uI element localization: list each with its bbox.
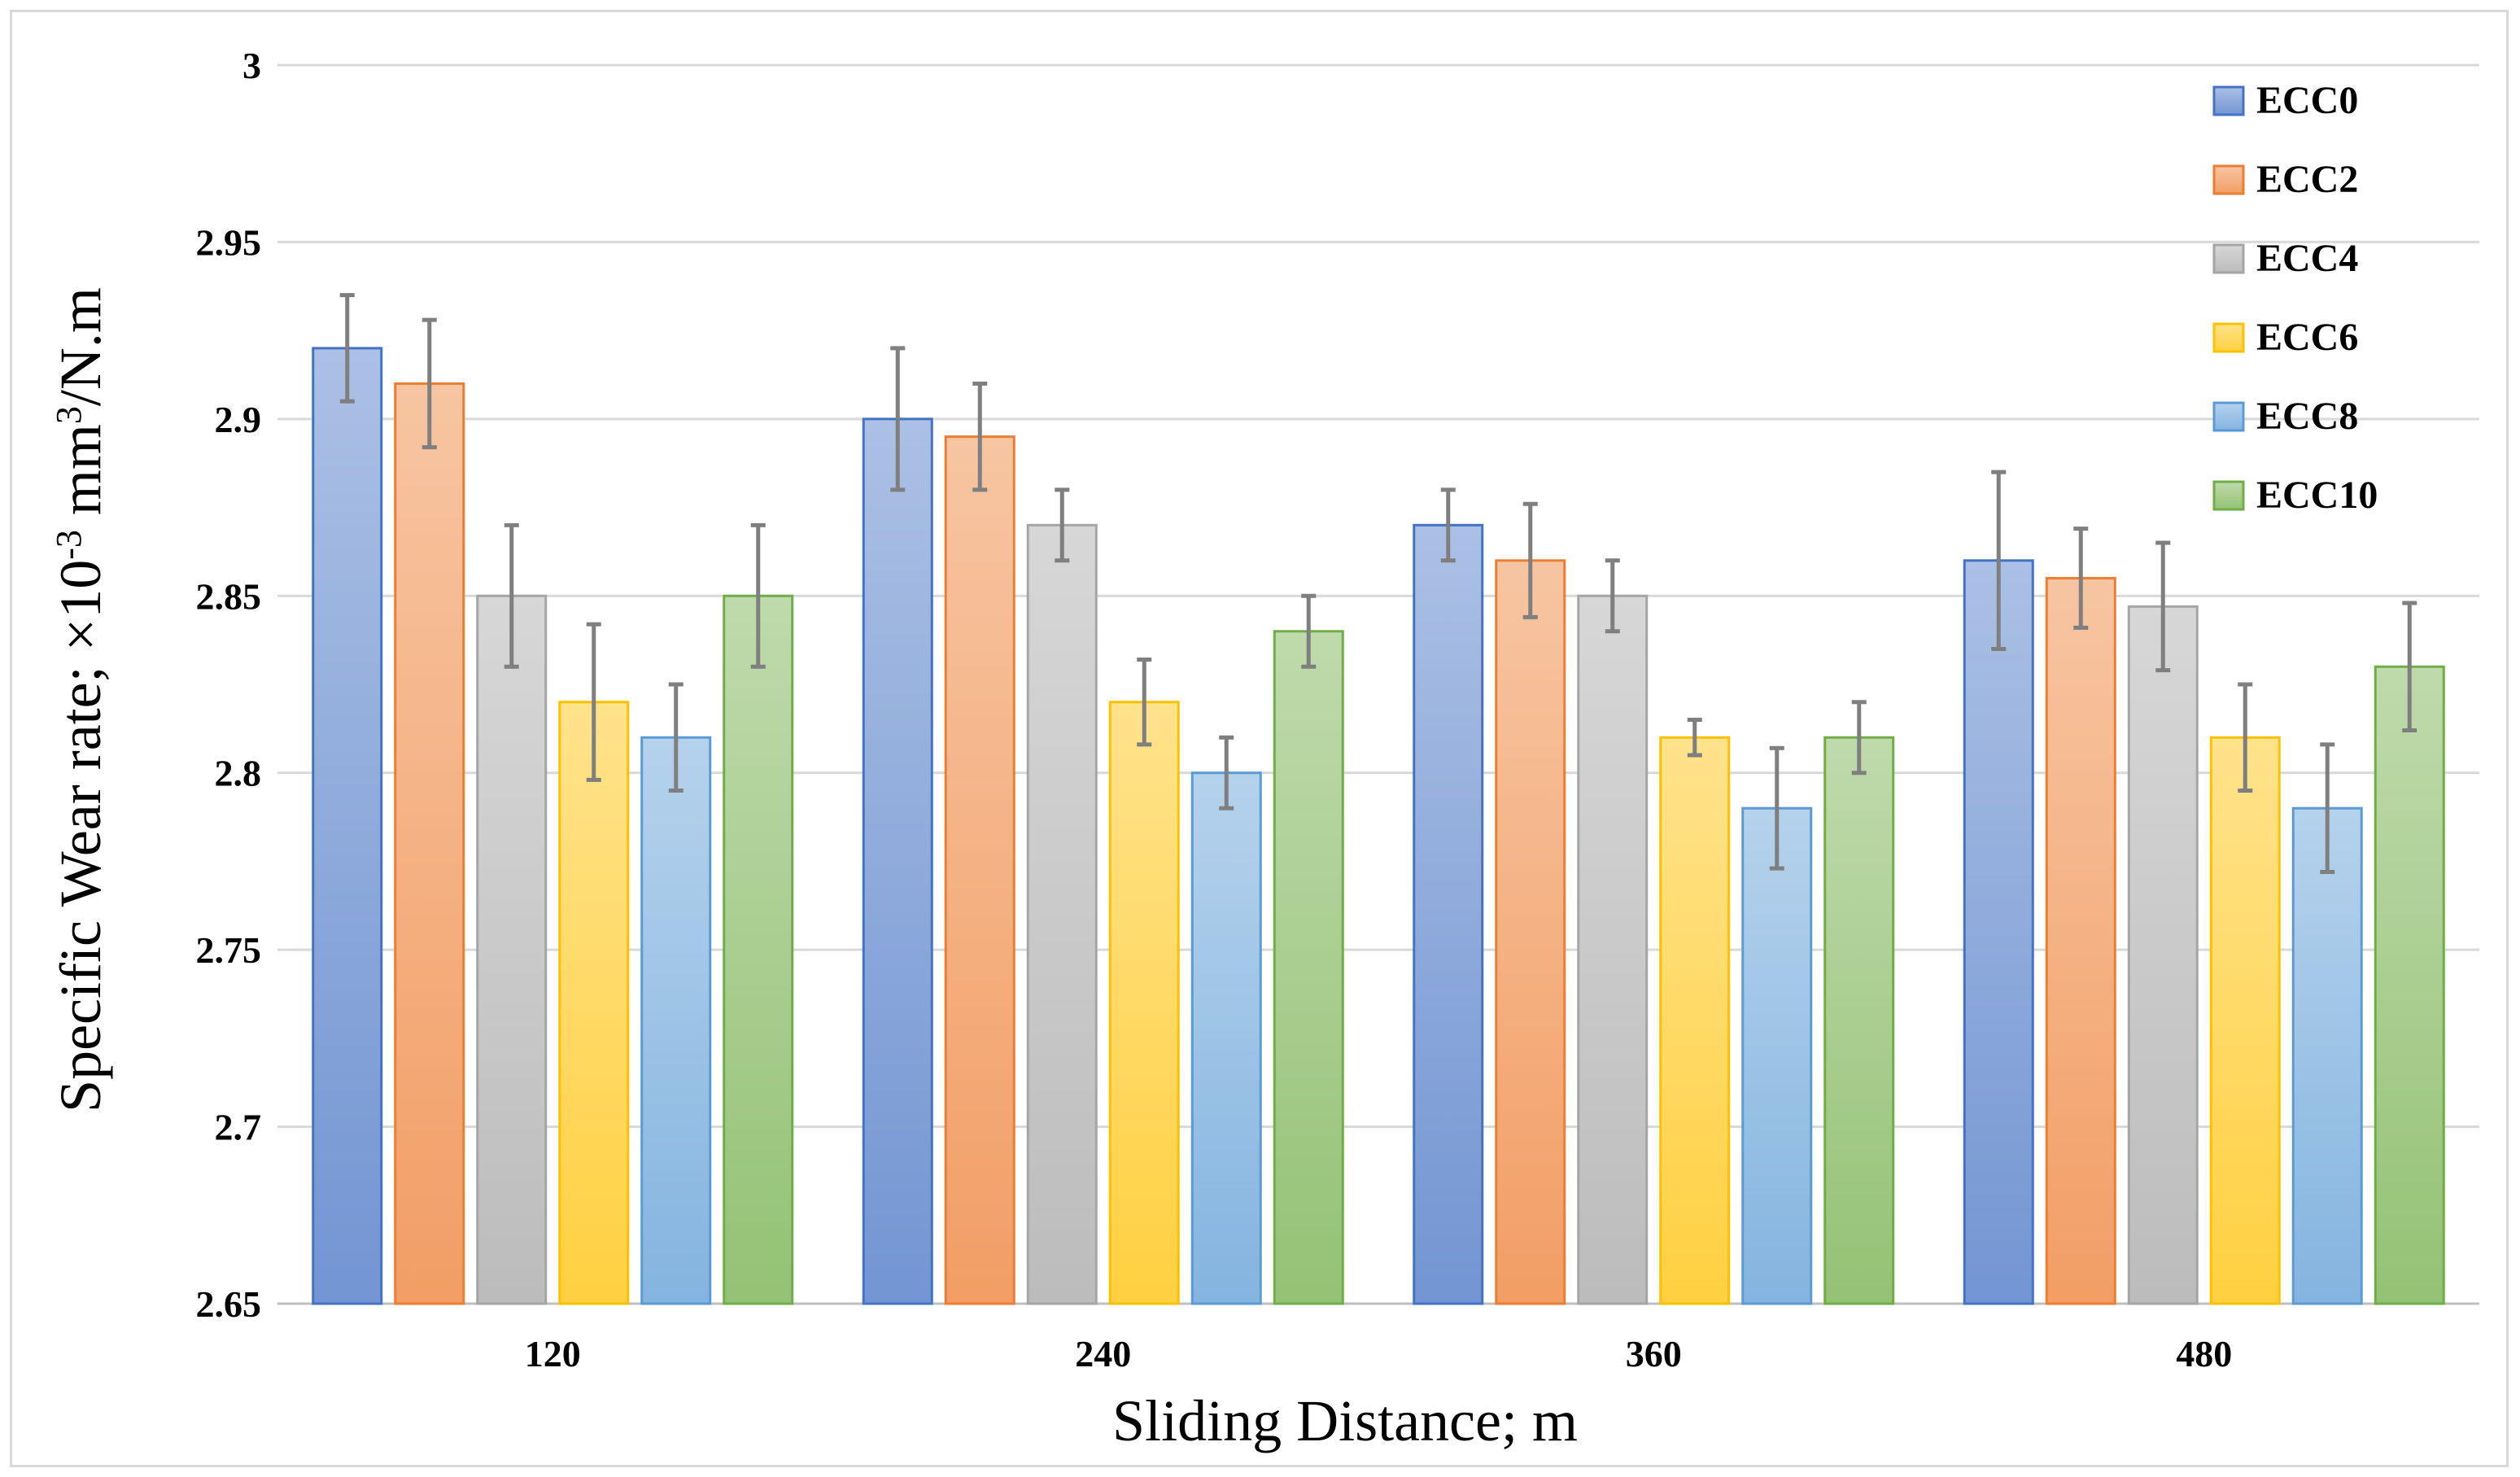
bar-ecc0-480 — [1963, 559, 2034, 1305]
bar-ecc10-120 — [723, 594, 794, 1305]
error-bar-ecc6-120 — [586, 622, 601, 782]
bars — [312, 347, 2445, 1305]
y-axis-title-prefix: Specific Wear rate; ×10 — [48, 560, 113, 1112]
legend-item-ecc8: ECC8 — [2212, 395, 2358, 438]
x-tick-label: 240 — [1075, 1333, 1131, 1374]
error-bar-ecc8-480 — [2320, 742, 2335, 874]
y-axis-ticks: 2.65 2.7 2.75 2.8 2.85 2.9 2.95 3 — [196, 45, 262, 1325]
error-bars — [339, 293, 2417, 874]
error-bar-ecc4-120 — [504, 522, 519, 669]
bar-ecc6-480 — [2209, 736, 2281, 1305]
chart-frame: 2.65 2.7 2.75 2.8 2.85 2.9 2.95 3 120 240 360 480 … — [10, 10, 2509, 1467]
error-bar-ecc10-240 — [1301, 593, 1317, 669]
error-bar-ecc10-120 — [750, 522, 766, 669]
legend-item-ecc6: ECC6 — [2212, 316, 2358, 359]
bar-ecc8-240 — [1190, 771, 1262, 1305]
y-axis-title-mid: mm — [48, 424, 113, 530]
bar-ecc0-240 — [862, 417, 933, 1305]
error-bar-ecc4-240 — [1055, 487, 1070, 563]
legend-swatch — [2212, 85, 2245, 116]
legend-swatch — [2212, 243, 2245, 274]
bar-ecc4-240 — [1026, 523, 1098, 1305]
bar-ecc4-360 — [1577, 594, 1649, 1305]
error-bar-ecc0-240 — [890, 346, 906, 492]
y-tick-label: 2.75 — [196, 929, 262, 971]
bar-ecc6-120 — [558, 701, 630, 1305]
bar-ecc10-240 — [1273, 630, 1344, 1305]
legend-item-ecc4: ECC4 — [2212, 237, 2358, 280]
bar-ecc4-120 — [476, 594, 548, 1305]
y-axis-title-exp1: -3 — [49, 530, 89, 560]
bar-ecc0-120 — [312, 347, 383, 1305]
y-tick-label: 2.9 — [215, 399, 262, 440]
error-bar-ecc0-120 — [339, 293, 355, 404]
bar-ecc8-480 — [2291, 806, 2363, 1305]
error-bar-ecc4-360 — [1605, 558, 1620, 634]
bar-ecc10-480 — [2374, 665, 2445, 1305]
y-tick-label: 2.8 — [215, 753, 262, 794]
legend-label: ECC2 — [2256, 158, 2358, 201]
y-tick-label: 2.95 — [196, 221, 262, 263]
legend-swatch — [2212, 480, 2245, 511]
bar-ecc8-360 — [1741, 806, 1813, 1305]
legend-label: ECC4 — [2256, 237, 2358, 280]
y-tick-label: 2.85 — [196, 575, 262, 617]
error-bar-ecc10-360 — [1851, 700, 1867, 776]
x-axis-ticks: 120 240 360 480 — [525, 1333, 2233, 1374]
error-bar-ecc8-360 — [1769, 745, 1784, 871]
error-bar-ecc2-480 — [2073, 527, 2089, 630]
legend-item-ecc0: ECC0 — [2212, 79, 2358, 122]
error-bar-ecc8-240 — [1219, 735, 1234, 811]
error-bar-ecc8-120 — [668, 682, 684, 793]
error-bar-ecc6-360 — [1687, 717, 1702, 758]
bar-ecc4-480 — [2127, 605, 2199, 1305]
bar-ecc2-360 — [1495, 559, 1566, 1305]
legend-label: ECC8 — [2256, 395, 2358, 438]
error-bar-ecc0-360 — [1440, 487, 1456, 563]
y-tick-label: 3 — [242, 45, 261, 86]
legend-swatch — [2212, 322, 2245, 353]
x-tick-label: 360 — [1626, 1333, 1682, 1374]
error-bar-ecc10-480 — [2402, 601, 2417, 733]
bar-ecc2-480 — [2045, 577, 2116, 1305]
legend-label: ECC6 — [2256, 316, 2358, 359]
legend-item-ecc2: ECC2 — [2212, 158, 2358, 201]
legend-label: ECC0 — [2256, 79, 2358, 122]
legend: ECC0 ECC2 ECC4 ECC6 ECC8 ECC10 — [2212, 79, 2378, 517]
x-tick-label: 120 — [525, 1333, 581, 1374]
bar-chart: 2.652.72.752.82.852.92.953 120 240 360 480 … — [48, 45, 2479, 1453]
error-bar-ecc2-240 — [972, 381, 988, 492]
bar-ecc8-120 — [640, 736, 712, 1305]
bar-ecc2-240 — [944, 435, 1015, 1305]
y-tick-label: 2.65 — [196, 1283, 262, 1325]
bar-ecc6-360 — [1659, 736, 1731, 1305]
legend-swatch — [2212, 401, 2245, 432]
bar-ecc10-360 — [1823, 736, 1895, 1305]
legend-label: ECC10 — [2256, 474, 2378, 517]
error-bar-ecc6-480 — [2238, 682, 2253, 793]
x-tick-label: 480 — [2176, 1333, 2232, 1374]
bar-ecc6-240 — [1108, 701, 1180, 1305]
bar-ecc2-120 — [394, 382, 465, 1305]
y-axis-title-exp2: 3 — [49, 406, 89, 424]
y-tick-label: 2.7 — [215, 1107, 262, 1148]
error-bar-ecc4-480 — [2155, 540, 2171, 673]
y-axis-title-suffix: /N.m — [48, 287, 113, 406]
bar-ecc0-360 — [1413, 523, 1484, 1305]
error-bar-ecc2-360 — [1522, 501, 1538, 619]
error-bar-ecc0-480 — [1991, 470, 2007, 652]
error-bar-ecc2-120 — [421, 317, 437, 450]
legend-swatch — [2212, 164, 2245, 195]
y-axis-title: Specific Wear rate; ×10-3 mm3/N.m — [48, 287, 113, 1112]
x-axis-title: Sliding Distance; m — [1112, 1388, 1578, 1453]
error-bar-ecc6-240 — [1137, 658, 1152, 747]
legend-item-ecc10: ECC10 — [2212, 474, 2378, 517]
